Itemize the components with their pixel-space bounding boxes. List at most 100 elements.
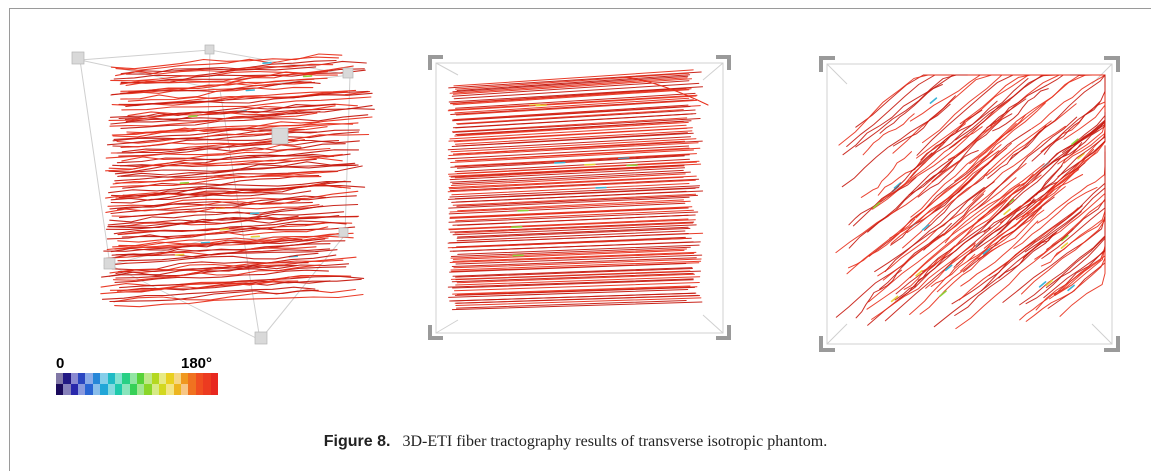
fiber-tract: [986, 74, 1064, 129]
colorbar-cell: [92, 373, 101, 384]
fiber-tract: [115, 240, 346, 256]
fiber-tract: [448, 175, 697, 189]
fiber-tract: [896, 126, 983, 191]
fiber-tract: [855, 74, 968, 148]
fiber-tract: [456, 230, 686, 242]
fiber-tract: [1059, 217, 1106, 317]
fiber-tract: [954, 231, 1058, 316]
fiber-tract: [992, 88, 1049, 132]
fiber-tract: [455, 92, 696, 109]
colorbar-cell: [136, 373, 145, 384]
fiber-tract: [453, 82, 700, 100]
fiber-tract: [910, 100, 998, 172]
fiber-tract: [454, 153, 697, 167]
fiber-tract: [105, 214, 340, 230]
colorbar-cell: [100, 384, 108, 395]
fiber-tract: [884, 205, 1021, 322]
fiber-tract: [960, 210, 1039, 272]
colorbar-cell: [56, 384, 64, 395]
fiber-tract: [451, 257, 697, 267]
fiber-tract: [962, 196, 1055, 273]
fiber-tract: [448, 127, 693, 142]
corner-marker-icon: [204, 44, 215, 55]
fiber-tract: [935, 128, 1032, 212]
fiber-tract: [450, 149, 694, 163]
colorbar-cell: [166, 384, 174, 395]
fiber-tract: [447, 145, 690, 160]
colorbar-cell: [144, 384, 152, 395]
fiber-tract: [848, 176, 917, 226]
colorbar-cell: [129, 384, 137, 395]
colorbar-cell: [136, 384, 145, 395]
fiber-tract: [448, 219, 696, 231]
fiber-tract: [450, 164, 685, 178]
fiber-tract: [841, 103, 951, 188]
fiber-tract: [1031, 74, 1106, 130]
fiber-tract: [978, 199, 1036, 246]
fiber-tract: [452, 75, 689, 93]
fiber-tract: [116, 126, 328, 144]
fiber-tract: [871, 242, 976, 320]
colorbar-cell: [100, 373, 108, 384]
fiber-tract: [954, 102, 1046, 182]
colorbar-cell: [70, 384, 79, 395]
fiber-tract: [936, 186, 1066, 293]
fiber-bundle-diagonal: [835, 74, 1106, 330]
fiber-tract: [1067, 284, 1075, 292]
fiber-tract: [447, 233, 689, 244]
fiber-tract: [987, 125, 1047, 179]
fiber-tract: [454, 165, 685, 179]
fiber-tract: [452, 224, 697, 236]
fiber-tract: [108, 181, 352, 194]
fiber-tract: [977, 209, 1045, 260]
fiber-tract: [998, 233, 1054, 279]
colorbar-cell: [78, 384, 86, 395]
fiber-tract: [448, 202, 686, 215]
fiber-tract: [1024, 162, 1086, 204]
colorbar-cell: [188, 373, 196, 384]
fiber-tract: [456, 109, 684, 125]
fiber-tract: [122, 174, 320, 189]
colorbar-cell: [85, 373, 93, 384]
fiber-tract: [903, 245, 956, 290]
corner-marker-icon: [254, 331, 268, 345]
corner-bracket-icon: [716, 325, 731, 340]
fiber-tract: [965, 114, 1026, 173]
fiber-tract: [449, 176, 684, 190]
fiber-tract: [125, 107, 375, 123]
fiber-tract: [448, 71, 702, 89]
fiber-tract: [117, 164, 359, 177]
fiber-tract: [448, 86, 703, 103]
colorbar-cell: [144, 373, 152, 384]
fiber-tract: [449, 241, 701, 252]
fiber-tract: [452, 279, 694, 289]
fiber-tract: [1071, 138, 1079, 146]
colorbar-cell: [151, 384, 160, 395]
fiber-tract: [877, 141, 946, 196]
fiber-tract: [982, 248, 991, 255]
fiber-tract: [447, 179, 696, 193]
fiber-tract: [219, 228, 230, 231]
fiber-tract: [127, 89, 357, 102]
fiber-tract: [915, 270, 923, 277]
fiber-tract: [450, 260, 702, 271]
colorbar-cell: [159, 384, 167, 395]
cube-edges: [826, 63, 1113, 345]
colorbar-cell: [166, 373, 174, 384]
fiber-tract: [126, 121, 321, 135]
colorbar-cell: [63, 384, 71, 395]
fiber-tract: [451, 173, 686, 186]
fiber-tract: [114, 269, 329, 283]
angle-colorbar: 0 180°: [56, 355, 218, 413]
fiber-tract: [852, 152, 933, 227]
fiber-tract: [974, 116, 1078, 211]
fiber-tract: [933, 211, 1082, 328]
fiber-tract: [454, 286, 695, 296]
fiber-tract: [116, 140, 340, 154]
fiber-tract: [1025, 257, 1106, 322]
fiber-tract: [917, 150, 979, 198]
corner-marker-icon: [103, 257, 116, 270]
fiber-tract: [449, 200, 691, 213]
fiber-tract: [452, 285, 691, 295]
colorbar-cell: [56, 373, 64, 384]
